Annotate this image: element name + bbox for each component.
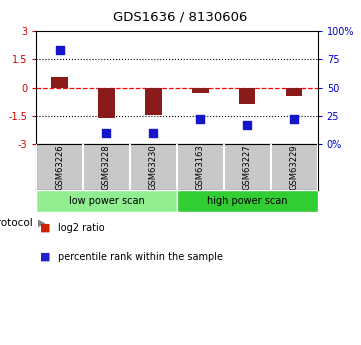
Text: ■: ■ [40, 223, 50, 233]
Text: GSM63163: GSM63163 [196, 144, 205, 190]
Text: log2 ratio: log2 ratio [58, 223, 104, 233]
Bar [98, 88, 115, 118]
Point [104, 130, 109, 136]
Bar [145, 88, 162, 115]
Text: protocol: protocol [0, 218, 32, 227]
Text: GSM63230: GSM63230 [149, 144, 158, 190]
Bar [36, 189, 177, 212]
Point [244, 122, 250, 128]
Text: GSM63229: GSM63229 [290, 144, 299, 190]
Text: ■: ■ [40, 252, 50, 262]
Point [197, 117, 203, 122]
Bar [286, 88, 303, 96]
Text: GDS1636 / 8130606: GDS1636 / 8130606 [113, 10, 248, 23]
Point [291, 117, 297, 122]
Point [57, 48, 62, 53]
Text: high power scan: high power scan [207, 196, 287, 206]
Bar [177, 189, 318, 212]
Text: GSM63228: GSM63228 [102, 144, 111, 190]
Bar [239, 88, 256, 104]
Text: low power scan: low power scan [69, 196, 144, 206]
Point [151, 130, 156, 136]
Text: percentile rank within the sample: percentile rank within the sample [58, 252, 223, 262]
Text: GSM63227: GSM63227 [243, 144, 252, 190]
Text: ▶: ▶ [38, 218, 45, 227]
Bar [192, 88, 209, 93]
Text: GSM63226: GSM63226 [55, 144, 64, 190]
Bar [51, 77, 68, 88]
